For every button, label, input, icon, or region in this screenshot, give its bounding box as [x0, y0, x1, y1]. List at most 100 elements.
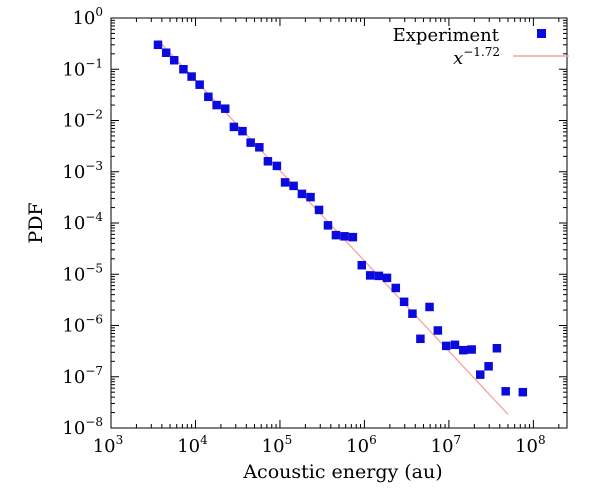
y-tick-label-exponent: −7	[85, 364, 103, 378]
data-point	[289, 181, 298, 191]
data-point	[187, 72, 196, 81]
y-tick-label-base: 10	[62, 213, 85, 234]
y-tick-label-base: 10	[62, 264, 85, 285]
data-point	[195, 80, 204, 89]
data-point	[229, 122, 239, 132]
data-point	[263, 157, 273, 166]
y-tick-label: 10−1	[62, 56, 103, 80]
data-point	[518, 387, 528, 397]
y-tick-label-base: 10	[62, 162, 85, 183]
x-tick-label-base: 10	[515, 436, 538, 457]
x-tick-label: 104	[177, 433, 208, 457]
y-tick-label-exponent: −5	[85, 261, 103, 275]
x-tick-label-base: 10	[346, 436, 369, 457]
data-point	[340, 232, 349, 241]
y-tick-label: 10−8	[62, 415, 103, 439]
legend-marker-experiment	[537, 29, 546, 38]
y-tick-label-exponent: −2	[85, 108, 103, 122]
data-point	[399, 297, 409, 307]
data-point	[179, 65, 188, 74]
x-tick-label-exponent: 6	[369, 433, 377, 447]
x-tick-label-exponent: 3	[116, 433, 124, 447]
y-tick-label-base: 10	[62, 111, 85, 132]
data-point	[314, 205, 324, 215]
x-tick-label: 106	[346, 433, 377, 457]
legend-fit-exponent: −1.72	[463, 45, 500, 59]
data-point	[348, 232, 358, 242]
data-point	[374, 271, 384, 281]
x-tick-label-base: 10	[93, 436, 116, 457]
data-point	[441, 341, 451, 351]
data-point	[255, 143, 264, 152]
y-tick-label-base: 10	[62, 418, 85, 439]
data-point	[153, 40, 163, 50]
data-point	[476, 370, 485, 379]
x-tick-label: 105	[262, 433, 293, 457]
data-point	[306, 192, 315, 202]
data-point	[220, 104, 230, 113]
data-point	[272, 161, 282, 171]
y-tick-label: 10−7	[62, 364, 103, 388]
data-point	[484, 362, 493, 371]
data-point	[408, 309, 417, 318]
y-tick-label-base: 10	[72, 8, 95, 29]
experiment-series	[153, 40, 528, 397]
x-tick-label-base: 10	[177, 436, 200, 457]
plot-frame	[110, 17, 568, 429]
x-tick-label: 103	[93, 433, 124, 457]
legend-fit-base: x	[453, 48, 463, 69]
x-tick-label-base: 10	[431, 436, 454, 457]
legend-label-fit: x−1.72	[453, 45, 500, 69]
x-tick-label-exponent: 5	[285, 433, 293, 447]
data-point	[161, 48, 171, 57]
y-tick-label-base: 10	[62, 59, 85, 80]
y-tick-label-base: 10	[62, 367, 85, 388]
y-tick-label: 10−5	[62, 261, 103, 285]
x-tick-label-exponent: 8	[538, 433, 546, 447]
y-tick-label-base: 10	[62, 316, 85, 337]
data-point	[280, 178, 290, 187]
x-tick-labels: 103 104 105 106 107 108	[93, 433, 546, 457]
y-tick-label: 100	[72, 5, 103, 29]
data-point	[416, 334, 425, 344]
y-tick-label: 10−6	[62, 313, 103, 337]
legend: Experiment x−1.72	[393, 25, 569, 69]
y-tick-label: 10−2	[62, 108, 103, 132]
data-point	[365, 271, 375, 280]
y-tick-label-exponent: −8	[85, 415, 103, 429]
x-axis-title: Acoustic energy (au)	[242, 461, 442, 483]
y-tick-label: 10−3	[62, 159, 103, 183]
data-point	[467, 345, 476, 354]
y-tick-label: 10−4	[62, 210, 103, 234]
legend-label-experiment: Experiment	[393, 25, 500, 46]
data-point	[501, 387, 510, 396]
y-tick-label-exponent: 0	[95, 5, 103, 19]
data-point	[459, 345, 468, 355]
data-point	[246, 138, 255, 147]
data-point	[169, 55, 179, 65]
y-tick-label-exponent: −1	[85, 56, 103, 70]
axis-ticks	[110, 17, 567, 429]
data-point	[323, 221, 333, 230]
x-tick-label-base: 10	[262, 436, 285, 457]
data-point	[204, 92, 213, 102]
data-point	[425, 302, 434, 312]
y-tick-label-exponent: −4	[85, 210, 103, 224]
data-point	[450, 340, 460, 350]
data-point	[238, 126, 247, 136]
data-point	[382, 273, 392, 283]
data-point	[331, 230, 341, 240]
y-axis-title: PDF	[25, 202, 47, 243]
data-point	[492, 343, 502, 353]
x-tick-label-exponent: 7	[454, 433, 462, 447]
data-point	[391, 283, 401, 293]
data-point	[357, 260, 367, 270]
x-tick-label: 107	[431, 433, 462, 457]
data-point	[212, 100, 221, 110]
y-tick-label-exponent: −3	[85, 159, 103, 173]
data-point	[297, 189, 307, 199]
x-tick-label-exponent: 4	[200, 433, 208, 447]
y-tick-label-exponent: −6	[85, 313, 103, 327]
